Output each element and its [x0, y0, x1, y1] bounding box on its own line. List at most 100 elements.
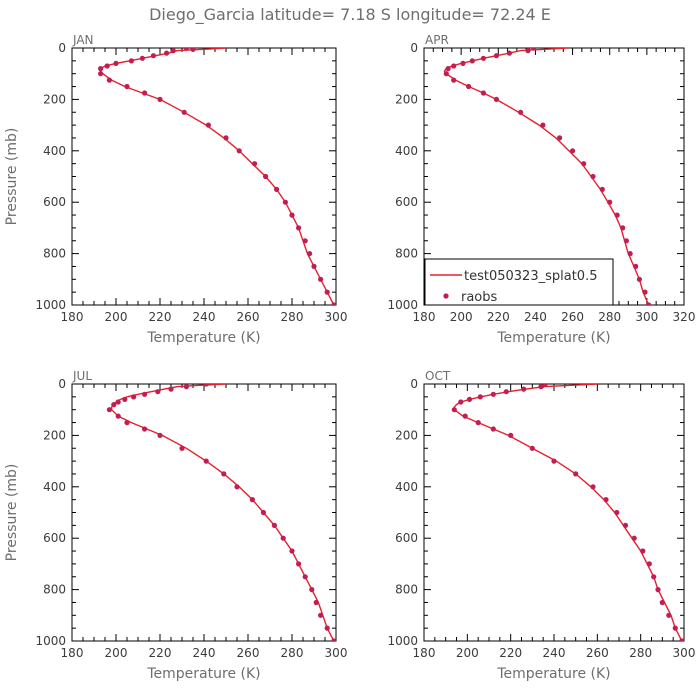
raob-point [184, 45, 189, 50]
raob-point [551, 459, 556, 464]
legend-obs-marker [443, 293, 448, 298]
raob-point [164, 51, 169, 56]
raob-point [531, 45, 536, 50]
raob-point [504, 389, 509, 394]
y-tick-label: 0 [58, 377, 66, 391]
raob-point [590, 484, 595, 489]
raob-point [444, 71, 449, 76]
y-tick-label: 200 [43, 92, 66, 106]
raob-point [303, 238, 308, 243]
raob-point [614, 510, 619, 515]
x-tick-label: 300 [635, 310, 658, 324]
x-tick-label: 240 [524, 310, 547, 324]
raob-point [600, 187, 605, 192]
raob-point [155, 389, 160, 394]
raob-point [660, 600, 665, 605]
raob-point [446, 66, 451, 71]
x-tick-label: 280 [629, 646, 652, 660]
raob-point [142, 90, 147, 95]
raob-point [494, 97, 499, 102]
raob-point [467, 397, 472, 402]
raob-point [494, 53, 499, 58]
raob-point [642, 290, 647, 295]
raob-point [491, 392, 496, 397]
panel-jul: 180 200 220 240 260 280 300 0 200 400 600 800 1000 JU… [4, 369, 347, 682]
x-tick-label: 200 [450, 310, 473, 324]
raob-point [307, 251, 312, 256]
raob-point [540, 123, 545, 128]
raob-point [318, 613, 323, 618]
raob-point [171, 48, 176, 53]
raob-point [331, 302, 336, 307]
raob-point [508, 433, 513, 438]
raob-point [655, 587, 660, 592]
panel-apr: 180 200 220 240 260 280 300 320 0 200 400 600 800 100… [387, 33, 695, 346]
panel-jan: 180 200 220 240 260 280 300 0 200 400 600 800 1000 JA… [4, 33, 347, 346]
y-tick-label: 800 [395, 247, 418, 261]
raob-point [98, 71, 103, 76]
panel-title: JAN [72, 33, 94, 47]
raob-point [633, 264, 638, 269]
raob-point [129, 58, 134, 63]
raob-point [252, 161, 257, 166]
raob-point [274, 187, 279, 192]
model-line [101, 48, 334, 305]
raob-point [325, 626, 330, 631]
plot-frame [72, 384, 336, 641]
raob-point [261, 510, 266, 515]
raob-point [303, 574, 308, 579]
raob-point [573, 471, 578, 476]
raob-point [140, 56, 145, 61]
raob-point [463, 414, 468, 419]
raob-point [272, 523, 277, 528]
plot-frame [72, 48, 336, 305]
x-tick-label: 200 [105, 310, 128, 324]
raob-point [538, 384, 543, 389]
raob-point [470, 58, 475, 63]
raob-point [466, 84, 471, 89]
x-tick-label: 300 [325, 310, 348, 324]
raob-point [623, 523, 628, 528]
raob-point [637, 277, 642, 282]
y-tick-label: 400 [43, 144, 66, 158]
panels: 180 200 220 240 260 280 300 0 200 400 600 800 1000 JA… [4, 33, 695, 682]
legend-obs-label: raobs [461, 290, 498, 305]
raob-point [204, 459, 209, 464]
raob-point [620, 225, 625, 230]
raob-point [557, 135, 562, 140]
raob-point [289, 213, 294, 218]
raob-point [142, 426, 147, 431]
y-axis-label: Pressure (mb) [4, 128, 20, 226]
raob-point [105, 63, 110, 68]
raob-point [628, 251, 633, 256]
raob-point [679, 638, 684, 643]
y-tick-label: 400 [395, 480, 418, 494]
x-axis-label: Temperature (K) [146, 330, 260, 346]
raob-point [331, 638, 336, 643]
raob-point [632, 536, 637, 541]
raob-point [460, 61, 465, 66]
x-tick-label: 220 [149, 310, 172, 324]
raob-point [116, 414, 121, 419]
x-tick-label: 320 [673, 310, 696, 324]
raob-point [124, 84, 129, 89]
raob-point [476, 420, 481, 425]
raob-point [250, 497, 255, 502]
y-axis-label: Pressure (mb) [4, 464, 20, 562]
raob-point [113, 61, 118, 66]
raob-point [491, 426, 496, 431]
raob-point [481, 56, 486, 61]
x-tick-label: 200 [456, 646, 479, 660]
raob-point [296, 561, 301, 566]
raob-point [221, 471, 226, 476]
raob-point [206, 123, 211, 128]
y-tick-label: 600 [395, 531, 418, 545]
raob-point [122, 397, 127, 402]
x-tick-label: 220 [499, 646, 522, 660]
raob-point [223, 135, 228, 140]
raob-point [318, 277, 323, 282]
raob-point [190, 47, 195, 52]
raob-point [507, 51, 512, 56]
raob-point [107, 78, 112, 83]
